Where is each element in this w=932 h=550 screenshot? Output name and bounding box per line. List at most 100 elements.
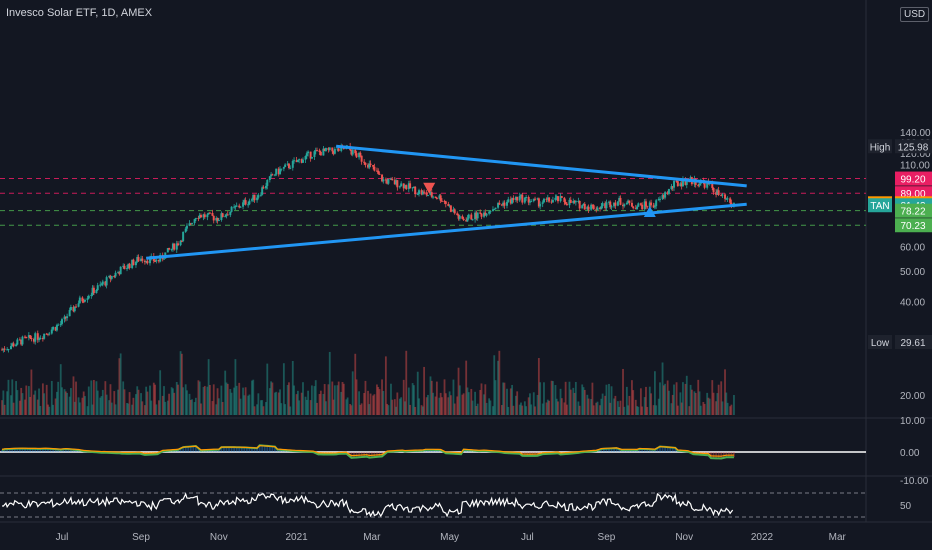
candle-body: [449, 205, 452, 212]
macd-histogram-bar: [368, 452, 371, 458]
price-axis[interactable]: 20.0030.0040.0050.0060.0070.0080.0090.00…: [900, 128, 931, 512]
macd-histogram-bar: [669, 447, 672, 452]
candle: [307, 150, 310, 157]
volume-bar: [19, 400, 21, 415]
candle: [24, 335, 27, 339]
candle-body: [628, 200, 631, 203]
volume-bar: [99, 397, 102, 415]
candle: [511, 197, 514, 205]
candle-body: [503, 202, 506, 206]
volume-bar: [480, 383, 483, 415]
candle-body: [434, 196, 437, 198]
volume-bar: [57, 381, 60, 415]
candle-body: [300, 159, 303, 163]
candle: [381, 174, 384, 183]
candle: [157, 259, 160, 264]
volume-bar: [123, 389, 126, 415]
volume-bar: [41, 383, 44, 415]
volume-bar: [6, 391, 9, 415]
candle: [132, 258, 135, 266]
candle: [212, 215, 215, 224]
candle: [6, 347, 9, 351]
volume-bar: [30, 369, 33, 415]
candle: [182, 231, 185, 243]
candle: [601, 201, 604, 209]
candle: [72, 305, 75, 313]
candle-body: [286, 163, 289, 165]
volume-bar: [1, 400, 3, 415]
volume-bar: [164, 401, 167, 415]
candle-body: [310, 156, 313, 159]
candle-body: [583, 203, 586, 210]
volume-bar: [382, 390, 385, 415]
candle: [73, 306, 76, 313]
volume-bar: [239, 398, 242, 415]
volume-bar: [564, 381, 567, 415]
candle-body: [625, 202, 628, 205]
volume-bar: [661, 362, 664, 415]
candle-body: [587, 206, 590, 210]
candle: [122, 263, 125, 269]
candle-body: [548, 197, 551, 202]
candle-body: [636, 206, 639, 210]
candle: [384, 177, 387, 184]
volume-bar: [340, 391, 343, 415]
volume-bar: [256, 404, 258, 415]
volume-bar: [61, 387, 63, 415]
candle-body: [595, 209, 598, 211]
volume-bar: [416, 371, 419, 415]
candle-body: [600, 206, 603, 210]
macd-histogram-bar: [641, 448, 644, 452]
candle-body: [527, 197, 530, 203]
macd-histogram-bar: [194, 446, 197, 452]
candle-body: [191, 223, 194, 225]
candle: [458, 214, 461, 221]
candle-body: [173, 243, 176, 250]
volume-bar: [39, 405, 42, 415]
time-axis[interactable]: Jul Sep Nov 2021 Mar May Jul Sep Nov 2022 Mar: [56, 532, 847, 543]
macd-histogram-bar: [49, 448, 52, 452]
candle: [521, 192, 524, 205]
candle: [38, 336, 41, 343]
candle-body: [282, 167, 285, 169]
candle-body: [66, 316, 69, 319]
candle-body: [101, 281, 104, 285]
candle-body: [350, 149, 353, 155]
candle: [556, 196, 559, 204]
price-badge-value-bg: [895, 334, 932, 349]
candle-body: [604, 203, 607, 209]
volume-bar: [132, 397, 135, 415]
candle-body: [337, 148, 340, 151]
volume-bar: [489, 400, 492, 415]
candle: [587, 204, 590, 214]
candle: [658, 196, 661, 203]
volume-bar: [550, 380, 553, 415]
candle: [61, 317, 63, 326]
volume-bar: [54, 398, 57, 415]
candle: [69, 304, 72, 311]
candle-body: [456, 213, 459, 216]
candle-body: [386, 180, 389, 184]
candle: [586, 205, 589, 211]
candle-body: [212, 215, 215, 221]
candle: [25, 336, 28, 339]
price-badge-value: 99.20: [900, 175, 925, 186]
candle: [599, 206, 602, 212]
macd-histogram-bar: [424, 449, 427, 452]
candle-body: [494, 207, 497, 210]
candle-body: [235, 205, 238, 207]
candle-body: [171, 243, 174, 249]
price-tick-label: 120.00: [900, 149, 931, 160]
volume-bar: [221, 401, 224, 415]
candle: [430, 189, 433, 199]
volume-bar: [720, 381, 723, 415]
volume-bar: [146, 391, 149, 415]
currency-button[interactable]: USD: [900, 7, 930, 22]
trendlines-layer[interactable]: [146, 144, 747, 260]
candle-body: [632, 206, 635, 209]
volume-bar: [186, 390, 188, 415]
candle-body: [569, 199, 572, 203]
candle: [467, 213, 470, 220]
candle-body: [545, 198, 548, 200]
